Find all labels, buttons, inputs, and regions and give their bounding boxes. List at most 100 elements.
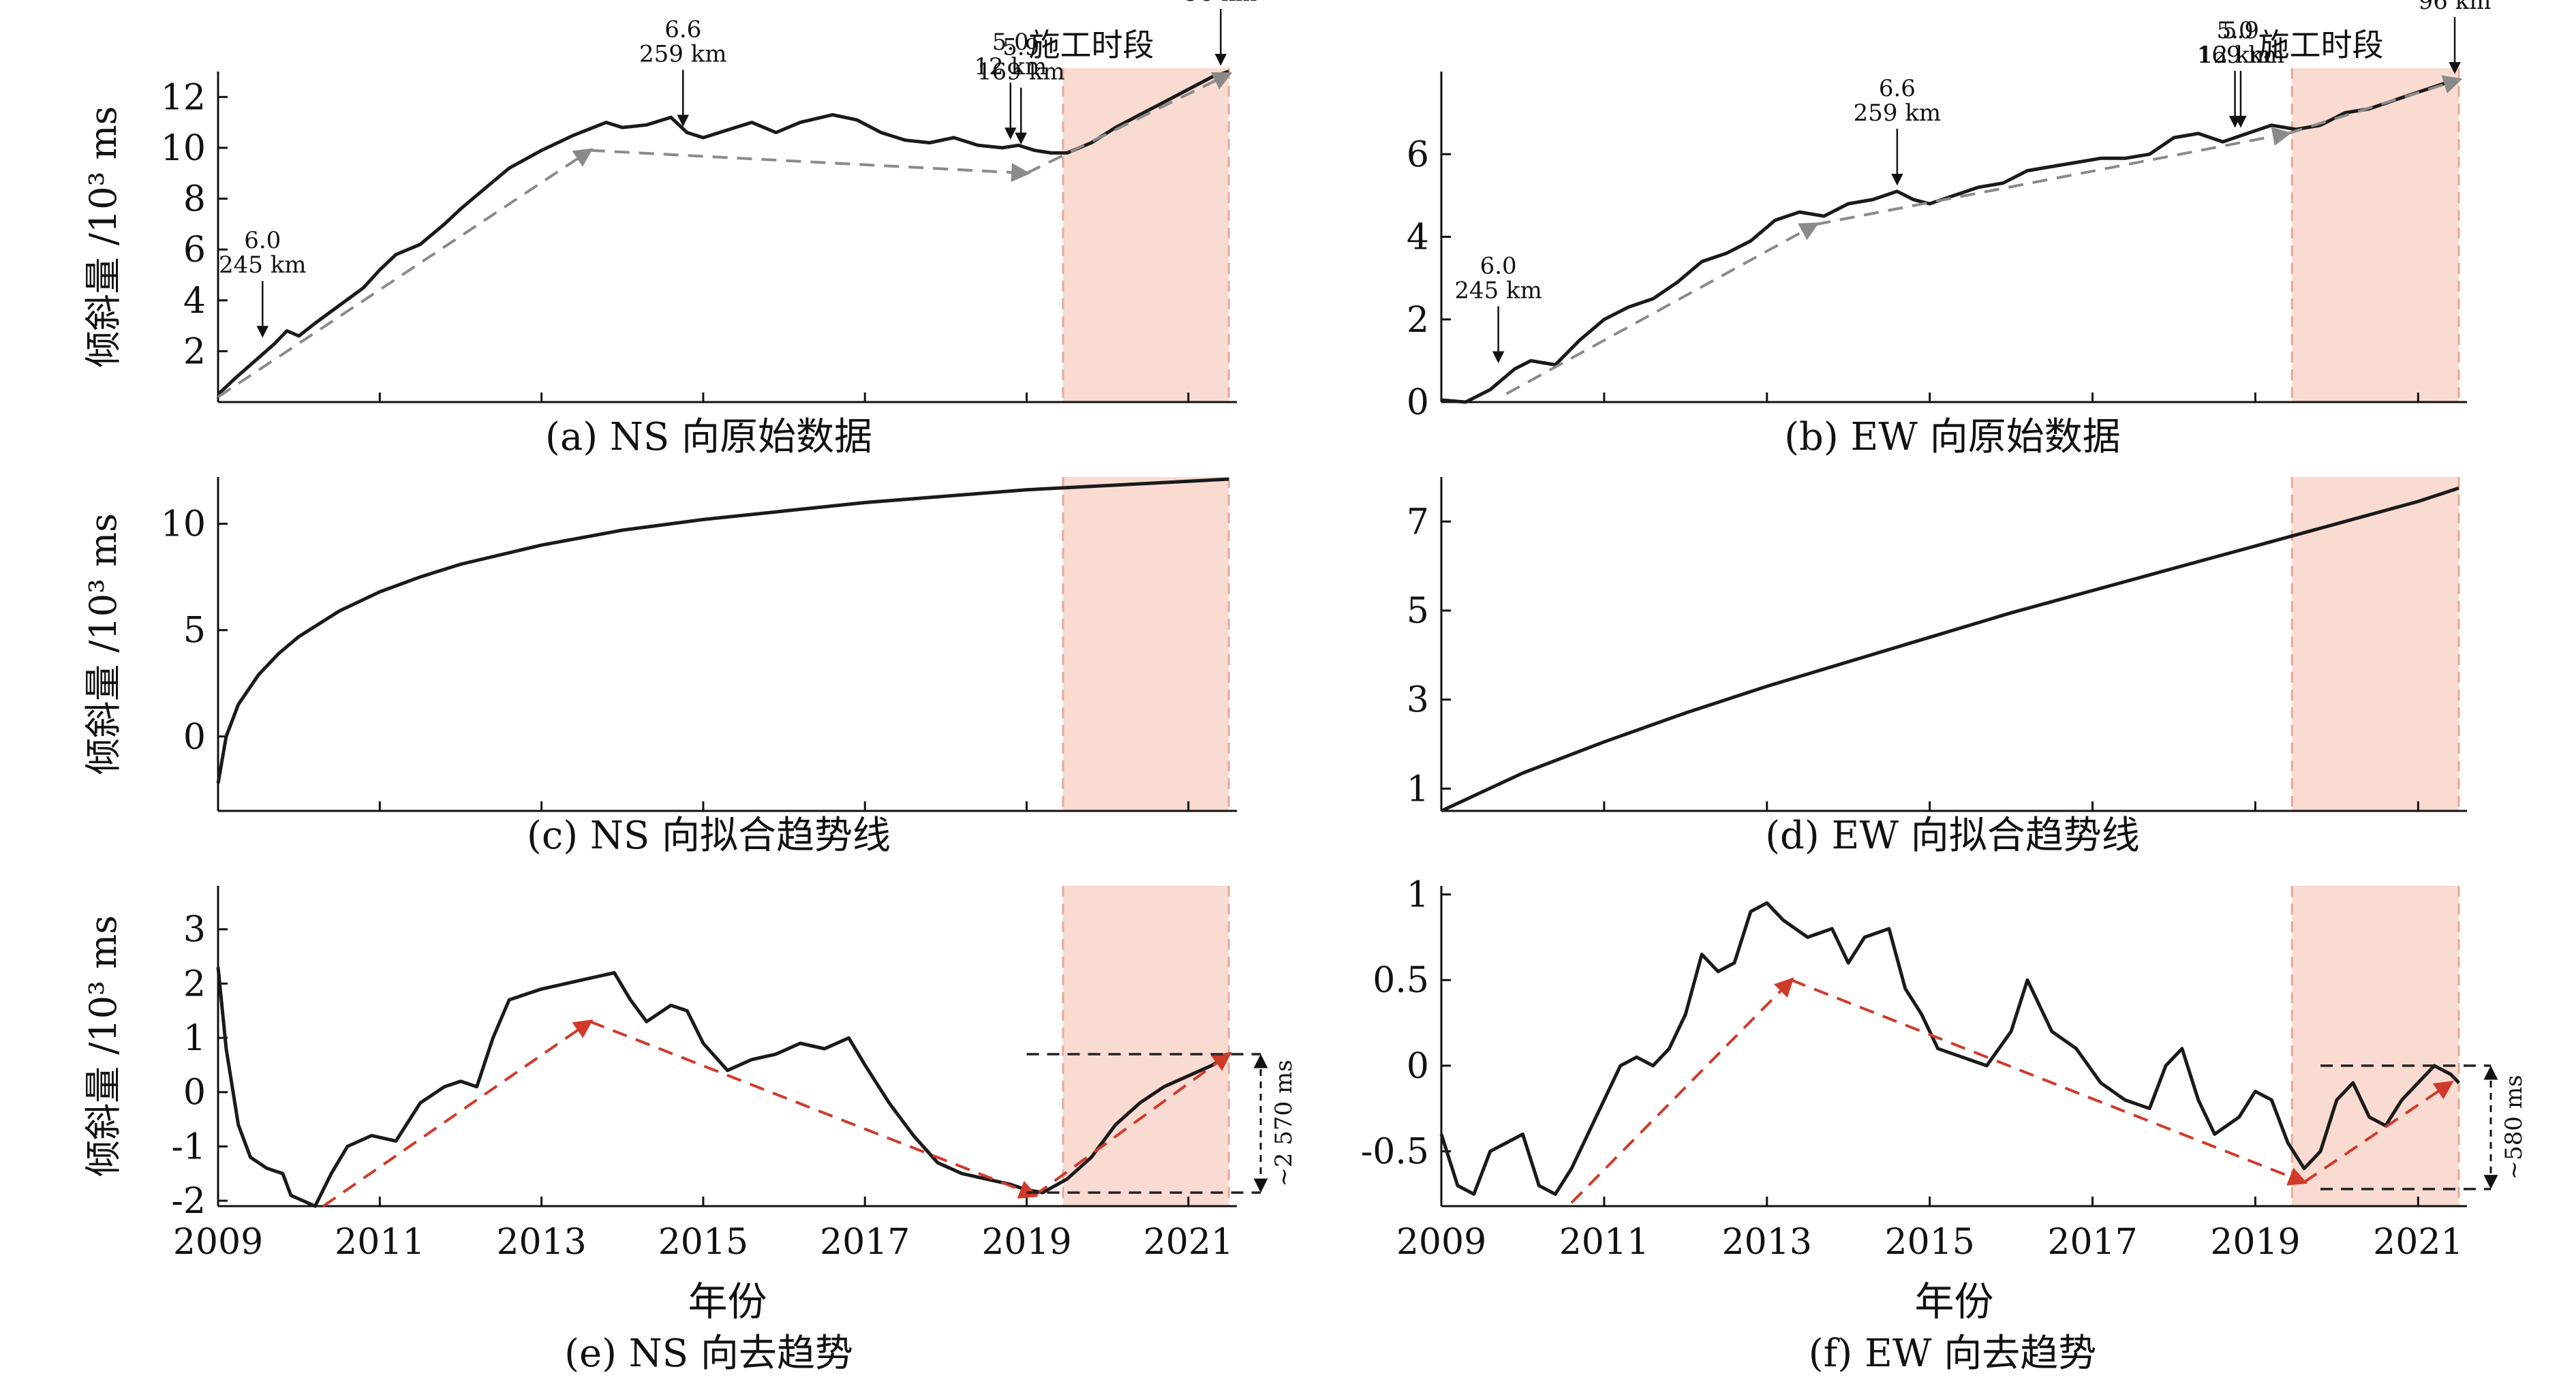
y-tick-label: -2 xyxy=(171,1181,206,1222)
y-tick-label: -0.5 xyxy=(1361,1132,1429,1173)
trend-arrow xyxy=(1505,222,1820,395)
x-tick-label: 2019 xyxy=(981,1222,1071,1263)
panel-d: 1 3 5 7 (d) EW 向拟合趋势线 xyxy=(1407,477,2467,858)
panel-caption: (c) NS 向拟合趋势线 xyxy=(527,814,891,858)
y-tick-label: 2 xyxy=(183,964,206,1004)
series-line xyxy=(217,70,1229,396)
y-tick-label: 0 xyxy=(1407,1046,1429,1087)
panel-caption: (a) NS 向原始数据 xyxy=(545,415,872,459)
event-distance: 245 km xyxy=(1454,277,1542,305)
trend-arrow xyxy=(1815,127,2292,226)
y-tick-label: 1 xyxy=(1407,769,1429,810)
y-tick-label: 3 xyxy=(183,910,206,951)
y-tick-label: 10 xyxy=(161,128,206,169)
series-line xyxy=(1439,901,2460,1196)
x-tick-label: 2021 xyxy=(2373,1222,2463,1263)
y-tick-label: 6 xyxy=(183,230,206,271)
y-tick-label: 4 xyxy=(183,281,206,322)
series-line xyxy=(216,477,1229,784)
event-distance: 169 km xyxy=(977,59,1065,86)
event-magnitude: 6.6 xyxy=(664,16,701,44)
y-tick-label: 0 xyxy=(183,717,206,758)
trend-arrow xyxy=(1790,979,2308,1186)
x-tick-label: 2017 xyxy=(820,1222,910,1263)
event-distance: 169 km xyxy=(2197,42,2285,69)
y-axis-label: 倾斜量 /10³ ms xyxy=(82,513,125,775)
event-distance: 245 km xyxy=(219,251,307,279)
event-magnitude: 6.6 xyxy=(1879,75,1916,102)
construction-band xyxy=(2292,68,2459,402)
y-tick-label: -1 xyxy=(171,1126,206,1167)
trend-arrow xyxy=(589,1020,1039,1199)
trend-arrow xyxy=(1570,977,1794,1204)
event-magnitude: 5.9 xyxy=(1002,34,1039,61)
construction-label: 施工时段 xyxy=(1029,27,1154,63)
panel-caption: (e) NS 向去趋势 xyxy=(564,1332,853,1376)
panel-c: 0 5 10 倾斜量 /10³ ms (c) NS 向拟合趋势线 xyxy=(82,477,1237,858)
event-magnitude: 6.0 xyxy=(1480,253,1517,280)
construction-band xyxy=(1062,68,1229,402)
y-tick-label: 8 xyxy=(183,179,206,220)
event-distance: 12 km xyxy=(2198,42,2271,69)
construction-band xyxy=(2292,886,2459,1206)
y-tick-label: 7 xyxy=(1407,502,1429,542)
x-axis-label: 年份 xyxy=(688,1278,767,1325)
event-magnitude: 6.0 xyxy=(244,227,281,254)
construction-band xyxy=(1062,477,1229,811)
panel-f: -0.5 0 0.5 1 2009 2011 2013 2015 2017 2019 2021 ~58… xyxy=(1361,875,2528,1376)
panel-e: -2 -1 0 1 2 3 2009 2011 2013 2015 2017 2019 2021 倾斜量 … xyxy=(82,886,1298,1376)
event-magnitude: 5.9 xyxy=(2222,17,2259,44)
event-distance: 259 km xyxy=(639,41,727,68)
y-tick-label: 0 xyxy=(1407,382,1429,423)
panel-caption: (d) EW 向拟合趋势线 xyxy=(1765,814,2140,858)
x-tick-label: 2011 xyxy=(1559,1222,1649,1263)
x-tick-label: 2013 xyxy=(496,1222,586,1263)
y-tick-label: 5 xyxy=(1407,591,1429,632)
trend-arrow xyxy=(322,1019,594,1208)
trend-arrow xyxy=(589,149,1031,183)
x-tick-label: 2015 xyxy=(658,1222,748,1263)
y-tick-label: 12 xyxy=(161,77,206,118)
y-tick-label: 10 xyxy=(161,504,206,545)
event-magnitude: 5.0 xyxy=(2217,17,2254,44)
y-tick-label: 0.5 xyxy=(1373,960,1429,1001)
x-tick-label: 2021 xyxy=(1144,1222,1233,1263)
event-magnitude: 5.0 xyxy=(992,29,1029,56)
event-distance: 259 km xyxy=(1854,99,1942,127)
x-tick-label: 2013 xyxy=(1722,1222,1812,1263)
x-tick-label: 2015 xyxy=(1884,1222,1974,1263)
event-distance: 96 km xyxy=(1184,0,1257,7)
trend-arrow xyxy=(2303,1080,2454,1184)
y-tick-label: 2 xyxy=(1407,300,1429,341)
panel-caption: (b) EW 向原始数据 xyxy=(1784,415,2121,459)
y-tick-label: 2 xyxy=(183,331,206,372)
trend-arrow xyxy=(1026,72,1233,175)
panel-caption: (f) EW 向去趋势 xyxy=(1809,1332,2096,1376)
series-line xyxy=(1440,486,2459,813)
event-distance: 96 km xyxy=(2419,0,2491,15)
y-tick-label: 6 xyxy=(1407,134,1429,175)
x-axis-label: 年份 xyxy=(1914,1278,1993,1325)
x-tick-label: 2019 xyxy=(2210,1222,2300,1263)
x-tick-label: 2009 xyxy=(173,1222,263,1263)
event-distance: 12 km xyxy=(974,53,1047,80)
amplitude-label: ~2 570 ms xyxy=(1270,1060,1298,1186)
trend-arrow xyxy=(2287,75,2463,135)
construction-band xyxy=(1062,886,1229,1206)
y-tick-label: 4 xyxy=(1407,217,1429,258)
trend-arrow xyxy=(217,148,594,399)
x-tick-label: 2011 xyxy=(335,1222,425,1263)
construction-band xyxy=(2292,477,2459,811)
amplitude-label: ~580 ms xyxy=(2500,1075,2528,1180)
y-tick-label: 0 xyxy=(183,1073,206,1113)
y-tick-label: 1 xyxy=(183,1018,206,1059)
x-tick-label: 2009 xyxy=(1396,1222,1486,1263)
y-tick-label: 1 xyxy=(1407,875,1429,916)
y-axis-label: 倾斜量 /10³ ms xyxy=(82,915,125,1177)
y-tick-label: 3 xyxy=(1407,680,1429,721)
construction-label: 施工时段 xyxy=(2258,27,2384,63)
trend-arrow xyxy=(1034,1051,1232,1197)
